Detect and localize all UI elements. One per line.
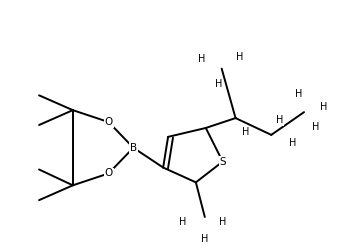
Text: H: H	[312, 122, 320, 132]
Text: O: O	[104, 168, 113, 179]
Text: H: H	[179, 217, 187, 227]
Text: H: H	[289, 138, 297, 148]
Text: H: H	[201, 234, 208, 244]
Text: H: H	[215, 79, 222, 89]
Text: S: S	[219, 157, 226, 167]
Text: H: H	[275, 115, 283, 125]
Text: H: H	[236, 52, 243, 62]
Text: H: H	[242, 127, 249, 137]
Text: H: H	[296, 89, 303, 99]
Text: H: H	[198, 54, 206, 64]
Text: H: H	[219, 217, 226, 227]
Text: O: O	[104, 117, 113, 127]
Text: B: B	[130, 143, 137, 153]
Text: H: H	[320, 102, 328, 112]
